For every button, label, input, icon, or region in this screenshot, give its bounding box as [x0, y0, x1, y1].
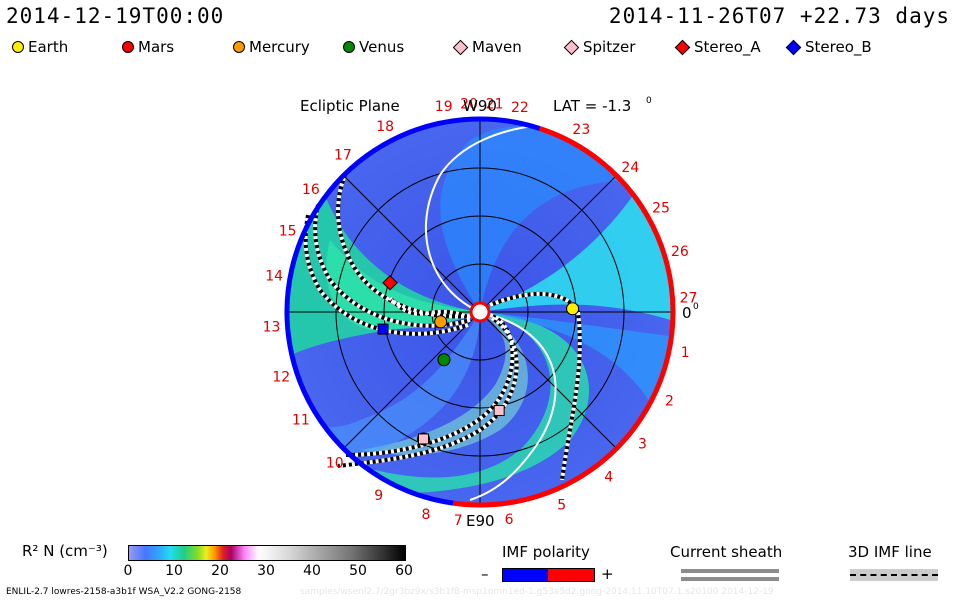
legend-item-mercury: Mercury	[233, 38, 310, 56]
maven-position-marker	[417, 433, 429, 445]
bottom-label: E90	[466, 512, 495, 530]
imf-3d-line-title: 3D IMF line	[848, 543, 932, 561]
header-date: 2014-12-19T00:00	[6, 4, 225, 28]
ecliptic-plane-plot: 19 20 21 2223242526271234567891011121314151…	[263, 96, 699, 530]
sun-inner-boundary	[469, 301, 491, 323]
carrington-tick-5: 5	[557, 497, 566, 513]
carrington-tick-13: 13	[263, 320, 281, 336]
imf-plus-label: +	[601, 565, 614, 583]
imf-polarity-boundary	[284, 116, 676, 508]
legend-item-venus: Venus	[343, 38, 404, 56]
current-sheath-sample	[681, 569, 779, 573]
venus-position-marker	[437, 353, 451, 367]
plot-title: Ecliptic Plane	[300, 97, 400, 115]
carrington-tick-23: 23	[572, 122, 590, 138]
earth-position-marker	[566, 302, 580, 316]
carrington-tick-7: 7	[454, 513, 463, 529]
legend-item-spitzer: Spitzer	[563, 38, 636, 56]
right-label-unit: 0	[693, 302, 699, 312]
legend-label-maven: Maven	[472, 38, 522, 56]
imf-field-lines	[425, 124, 557, 501]
right-label: 0	[682, 304, 692, 322]
carrington-tick-18: 18	[376, 119, 394, 135]
colorbar-tick-10: 10	[165, 563, 183, 579]
body-legend: Earth Mars Mercury Venus Maven Spitzer S…	[0, 38, 960, 60]
venus-marker-icon	[343, 41, 355, 53]
current-sheath-lines	[303, 174, 582, 481]
legend-item-maven: Maven	[452, 38, 522, 56]
stereo-b-position-marker	[377, 323, 389, 335]
legend-label-venus: Venus	[359, 38, 405, 56]
legend-label-stereo-b: Stereo_B	[805, 38, 872, 56]
carrington-tick-11: 11	[292, 413, 310, 429]
footer-run-info: ENLIL-2.7 lowres-2158-a3b1f WSA_V2.2 GON…	[6, 587, 242, 597]
legend-label-spitzer: Spitzer	[583, 38, 636, 56]
carrington-tick-24: 24	[621, 160, 639, 176]
colorbar-tick-20: 20	[211, 563, 229, 579]
carrington-tick-21: 21	[486, 97, 504, 113]
carrington-tick-20: 20	[460, 96, 478, 112]
carrington-tick-8: 8	[421, 507, 430, 523]
footer-run-path: samples/wsenl2.7/2gr3bz9x/s3b1f8-msp1omn…	[300, 587, 774, 597]
header-model-time: 2014-11-26T07 +22.73 days	[608, 4, 950, 28]
lat-unit: 0	[646, 96, 652, 106]
carrington-tick-9: 9	[374, 488, 383, 504]
polarity-arc-positive	[452, 126, 676, 508]
imf-3d-line-sample	[850, 569, 938, 581]
carrington-tick-4: 4	[604, 470, 613, 486]
carrington-tick-14: 14	[265, 269, 283, 285]
legend-item-stereo-a: Stereo_A	[674, 38, 761, 56]
carrington-tick-25: 25	[652, 201, 670, 217]
carrington-tick-12: 12	[272, 370, 290, 386]
carrington-tick-19: 19	[435, 99, 453, 115]
current-sheath-sample-2	[681, 577, 779, 581]
top-label: W90	[463, 97, 497, 115]
legend-label-mars: Mars	[138, 38, 175, 56]
polarity-arc-negative	[284, 116, 541, 506]
imf-positive-swatch	[548, 568, 595, 582]
earth-marker-icon	[12, 41, 24, 53]
carrington-tick-26: 26	[671, 244, 689, 260]
carrington-ticks: 19 20 21 2223242526271234567891011121314151…	[263, 96, 698, 529]
mercury-position-marker	[434, 315, 448, 329]
mars-marker-icon	[122, 41, 134, 53]
colorbar-tick-40: 40	[303, 563, 321, 579]
carrington-tick-15: 15	[279, 223, 297, 239]
spitzer-position-marker	[493, 405, 505, 417]
legend-item-earth: Earth	[12, 38, 68, 56]
carrington-tick-1: 1	[681, 345, 690, 361]
current-sheath-title: Current sheath	[670, 543, 783, 561]
legend-label-mercury: Mercury	[249, 38, 310, 56]
imf-polarity-title: IMF polarity	[502, 543, 590, 561]
colorbar	[128, 545, 406, 561]
colorbar-tick-60: 60	[395, 563, 413, 579]
imf-minus-label: –	[481, 565, 489, 583]
carrington-tick-2: 2	[665, 393, 674, 409]
planet-markers	[377, 274, 580, 446]
carrington-tick-27: 27	[680, 290, 698, 306]
stereo-a-position-marker	[382, 274, 398, 291]
colorbar-tick-0: 0	[123, 563, 133, 579]
carrington-tick-3: 3	[638, 437, 647, 453]
legend-item-stereo-b: Stereo_B	[785, 38, 872, 56]
lat-label: LAT = -1.3	[553, 97, 631, 115]
carrington-tick-22: 22	[511, 100, 529, 116]
legend-label-earth: Earth	[28, 38, 69, 56]
colorbar-tick-50: 50	[349, 563, 367, 579]
colorbar-title: R² N (cm⁻³)	[22, 542, 108, 560]
legend-label-stereo-a: Stereo_A	[694, 38, 761, 56]
imf-negative-swatch	[502, 568, 549, 582]
carrington-tick-10: 10	[326, 455, 344, 471]
mercury-marker-icon	[233, 41, 245, 53]
carrington-tick-6: 6	[505, 512, 514, 528]
legend-item-mars: Mars	[122, 38, 174, 56]
carrington-tick-16: 16	[302, 182, 320, 198]
colorbar-tick-30: 30	[257, 563, 275, 579]
carrington-tick-17: 17	[334, 147, 352, 163]
